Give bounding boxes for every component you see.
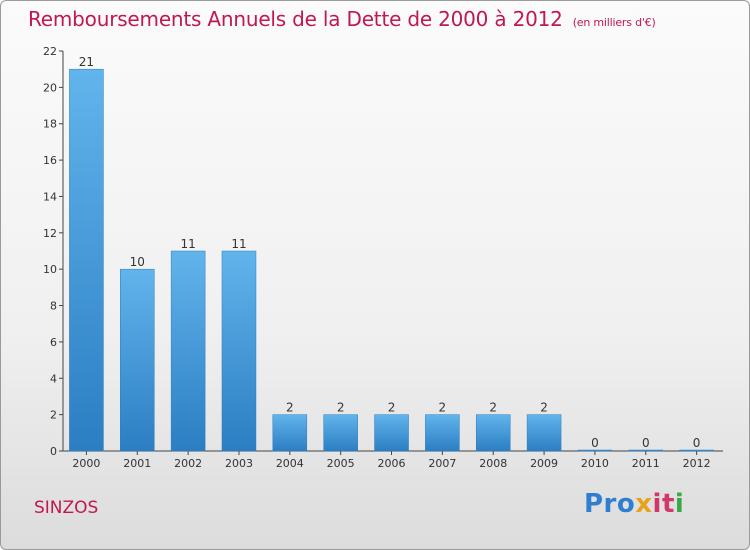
title-text: Remboursements Annuels de la Dette de 20… [28,7,563,31]
bar-value-label: 0 [693,436,701,450]
logo-part: Pro [584,489,636,519]
y-tick-label: 4 [50,372,57,385]
bar [526,414,562,452]
y-tick-label: 12 [43,227,57,240]
bar [475,414,511,452]
bar-value-label: 2 [489,401,497,415]
bar-value-label: 2 [337,401,345,415]
bar [374,414,409,452]
bar-value-label: 0 [591,436,599,450]
chart-title: Remboursements Annuels de la Dette de 20… [28,7,656,31]
bar-value-label: 2 [286,401,294,415]
x-tick-label: 2012 [683,457,711,470]
x-tick-label: 2002 [174,457,202,470]
bar [323,414,358,452]
bar-value-label: 0 [642,436,650,450]
logo-part: x [635,489,653,519]
y-tick-label: 6 [50,336,57,349]
x-tick-label: 2010 [581,457,609,470]
bar [69,68,104,452]
x-tick-label: 2006 [378,457,406,470]
proxiti-logo: Proxiti [584,489,684,519]
logo-part: it [652,489,675,519]
commune-name: SINZOS [34,498,99,518]
x-tick-label: 2005 [327,457,355,470]
x-tick-label: 2007 [428,457,456,470]
x-tick-label: 2001 [123,457,151,470]
bar-value-label: 21 [79,55,94,69]
y-tick-label: 16 [43,154,57,167]
bar [272,414,308,452]
y-tick-label: 2 [50,409,57,422]
bar-value-label: 2 [439,401,447,415]
bar [221,250,257,452]
bar [577,449,613,452]
y-tick-label: 14 [43,190,57,203]
logo-part: i [674,489,685,519]
bar-value-label: 10 [130,255,145,269]
bar-value-label: 11 [180,237,195,251]
y-tick-label: 10 [43,263,57,276]
y-tick-label: 18 [43,118,57,131]
bar [628,449,664,452]
y-tick-label: 0 [50,445,57,458]
x-tick-label: 2011 [632,457,660,470]
y-tick-label: 20 [43,81,57,94]
y-tick-label: 8 [50,300,57,313]
unit-label: (en milliers d'€) [572,16,656,29]
bar [679,449,714,452]
bar-value-label: 2 [540,401,548,415]
x-tick-label: 2003 [225,457,253,470]
bar [170,250,206,452]
bar-value-label: 2 [388,401,396,415]
x-tick-label: 2008 [479,457,507,470]
x-tick-label: 2004 [276,457,304,470]
x-tick-label: 2009 [530,457,558,470]
x-tick-label: 2000 [72,457,100,470]
y-tick-label: 22 [43,45,57,58]
bar [425,414,460,452]
bar [120,268,155,452]
bar-value-label: 11 [231,237,246,251]
